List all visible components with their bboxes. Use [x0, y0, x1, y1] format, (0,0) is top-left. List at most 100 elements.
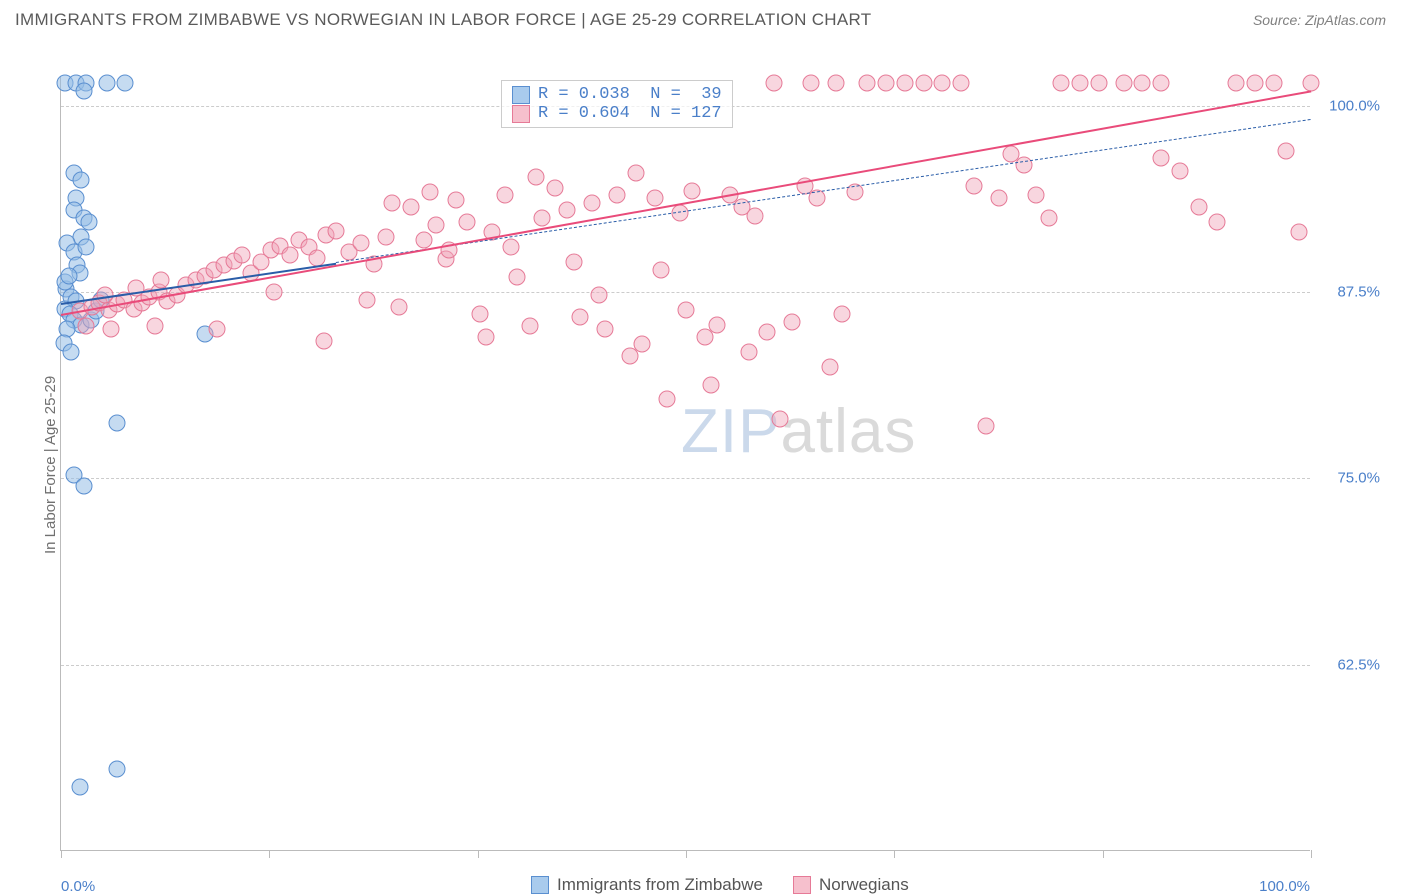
y-axis-label: In Labor Force | Age 25-29	[42, 375, 59, 553]
data-point-norwegians	[896, 75, 913, 92]
data-point-norwegians	[878, 75, 895, 92]
data-point-norwegians	[421, 184, 438, 201]
data-point-norwegians	[1134, 75, 1151, 92]
data-point-norwegians	[1090, 75, 1107, 92]
legend-swatch	[512, 105, 530, 123]
data-point-norwegians	[315, 333, 332, 350]
trend-line	[336, 119, 1311, 263]
data-point-norwegians	[634, 336, 651, 353]
data-point-norwegians	[784, 313, 801, 330]
x-tick	[894, 850, 895, 858]
legend-label: Immigrants from Zimbabwe	[557, 875, 763, 895]
data-point-norwegians	[759, 324, 776, 341]
data-point-norwegians	[653, 261, 670, 278]
data-point-norwegians	[478, 328, 495, 345]
data-point-norwegians	[953, 75, 970, 92]
data-point-zimbabwe	[60, 267, 77, 284]
data-point-norwegians	[1053, 75, 1070, 92]
legend-row: R = 0.604 N = 127	[512, 104, 722, 123]
data-point-norwegians	[353, 234, 370, 251]
source-label: Source: ZipAtlas.com	[1253, 12, 1386, 28]
data-point-norwegians	[265, 284, 282, 301]
data-point-zimbabwe	[75, 82, 92, 99]
data-point-norwegians	[746, 208, 763, 225]
data-point-norwegians	[565, 254, 582, 271]
data-point-norwegians	[965, 178, 982, 195]
data-point-norwegians	[821, 358, 838, 375]
data-point-norwegians	[378, 228, 395, 245]
data-point-norwegians	[1265, 75, 1282, 92]
data-point-norwegians	[1278, 142, 1295, 159]
data-point-norwegians	[415, 231, 432, 248]
data-point-norwegians	[509, 269, 526, 286]
data-point-norwegians	[503, 239, 520, 256]
data-point-norwegians	[1228, 75, 1245, 92]
data-point-norwegians	[521, 318, 538, 335]
data-point-norwegians	[659, 391, 676, 408]
data-point-norwegians	[834, 306, 851, 323]
legend-item: Norwegians	[793, 875, 909, 895]
data-point-zimbabwe	[109, 761, 126, 778]
plot-area: ZIPatlas 62.5%75.0%87.5%100.0%0.0%100.0%…	[60, 76, 1310, 851]
data-point-norwegians	[678, 301, 695, 318]
data-point-norwegians	[359, 291, 376, 308]
legend-item: Immigrants from Zimbabwe	[531, 875, 763, 895]
data-point-norwegians	[684, 182, 701, 199]
data-point-norwegians	[103, 321, 120, 338]
data-point-norwegians	[703, 376, 720, 393]
x-tick	[686, 850, 687, 858]
data-point-norwegians	[915, 75, 932, 92]
data-point-zimbabwe	[99, 75, 116, 92]
x-tick	[1103, 850, 1104, 858]
data-point-zimbabwe	[71, 778, 88, 795]
data-point-zimbabwe	[116, 75, 133, 92]
x-tick	[61, 850, 62, 858]
data-point-norwegians	[1246, 75, 1263, 92]
gridline	[61, 478, 1310, 479]
correlation-legend: R = 0.038 N = 39R = 0.604 N = 127	[501, 80, 733, 128]
data-point-norwegians	[1028, 187, 1045, 204]
data-point-norwegians	[934, 75, 951, 92]
data-point-norwegians	[765, 75, 782, 92]
legend-label: Norwegians	[819, 875, 909, 895]
data-point-norwegians	[646, 190, 663, 207]
data-point-norwegians	[534, 209, 551, 226]
data-point-zimbabwe	[109, 415, 126, 432]
data-point-norwegians	[1290, 224, 1307, 241]
data-point-norwegians	[384, 194, 401, 211]
data-point-norwegians	[528, 169, 545, 186]
chart-title: IMMIGRANTS FROM ZIMBABWE VS NORWEGIAN IN…	[15, 10, 871, 30]
data-point-norwegians	[459, 214, 476, 231]
legend-stats: R = 0.038 N = 39	[538, 85, 722, 104]
data-point-norwegians	[1171, 163, 1188, 180]
watermark: ZIPatlas	[681, 396, 916, 467]
data-point-norwegians	[978, 418, 995, 435]
data-point-zimbabwe	[75, 477, 92, 494]
legend-row: R = 0.038 N = 39	[512, 85, 722, 104]
x-tick	[478, 850, 479, 858]
data-point-norwegians	[596, 321, 613, 338]
data-point-norwegians	[571, 309, 588, 326]
legend-swatch	[512, 86, 530, 104]
data-point-norwegians	[471, 306, 488, 323]
x-tick	[1311, 850, 1312, 858]
x-tick	[269, 850, 270, 858]
y-tick-label: 75.0%	[1320, 470, 1380, 487]
data-point-norwegians	[859, 75, 876, 92]
gridline	[61, 292, 1310, 293]
data-point-norwegians	[1153, 75, 1170, 92]
data-point-norwegians	[771, 410, 788, 427]
data-point-norwegians	[209, 321, 226, 338]
data-point-norwegians	[281, 246, 298, 263]
data-point-norwegians	[628, 164, 645, 181]
data-point-norwegians	[146, 318, 163, 335]
data-point-norwegians	[609, 187, 626, 204]
y-tick-label: 87.5%	[1320, 284, 1380, 301]
data-point-norwegians	[828, 75, 845, 92]
legend-stats: R = 0.604 N = 127	[538, 104, 722, 123]
data-point-norwegians	[740, 343, 757, 360]
data-point-norwegians	[546, 179, 563, 196]
data-point-zimbabwe	[63, 343, 80, 360]
y-tick-label: 62.5%	[1320, 656, 1380, 673]
x-tick-label: 100.0%	[1259, 878, 1310, 895]
